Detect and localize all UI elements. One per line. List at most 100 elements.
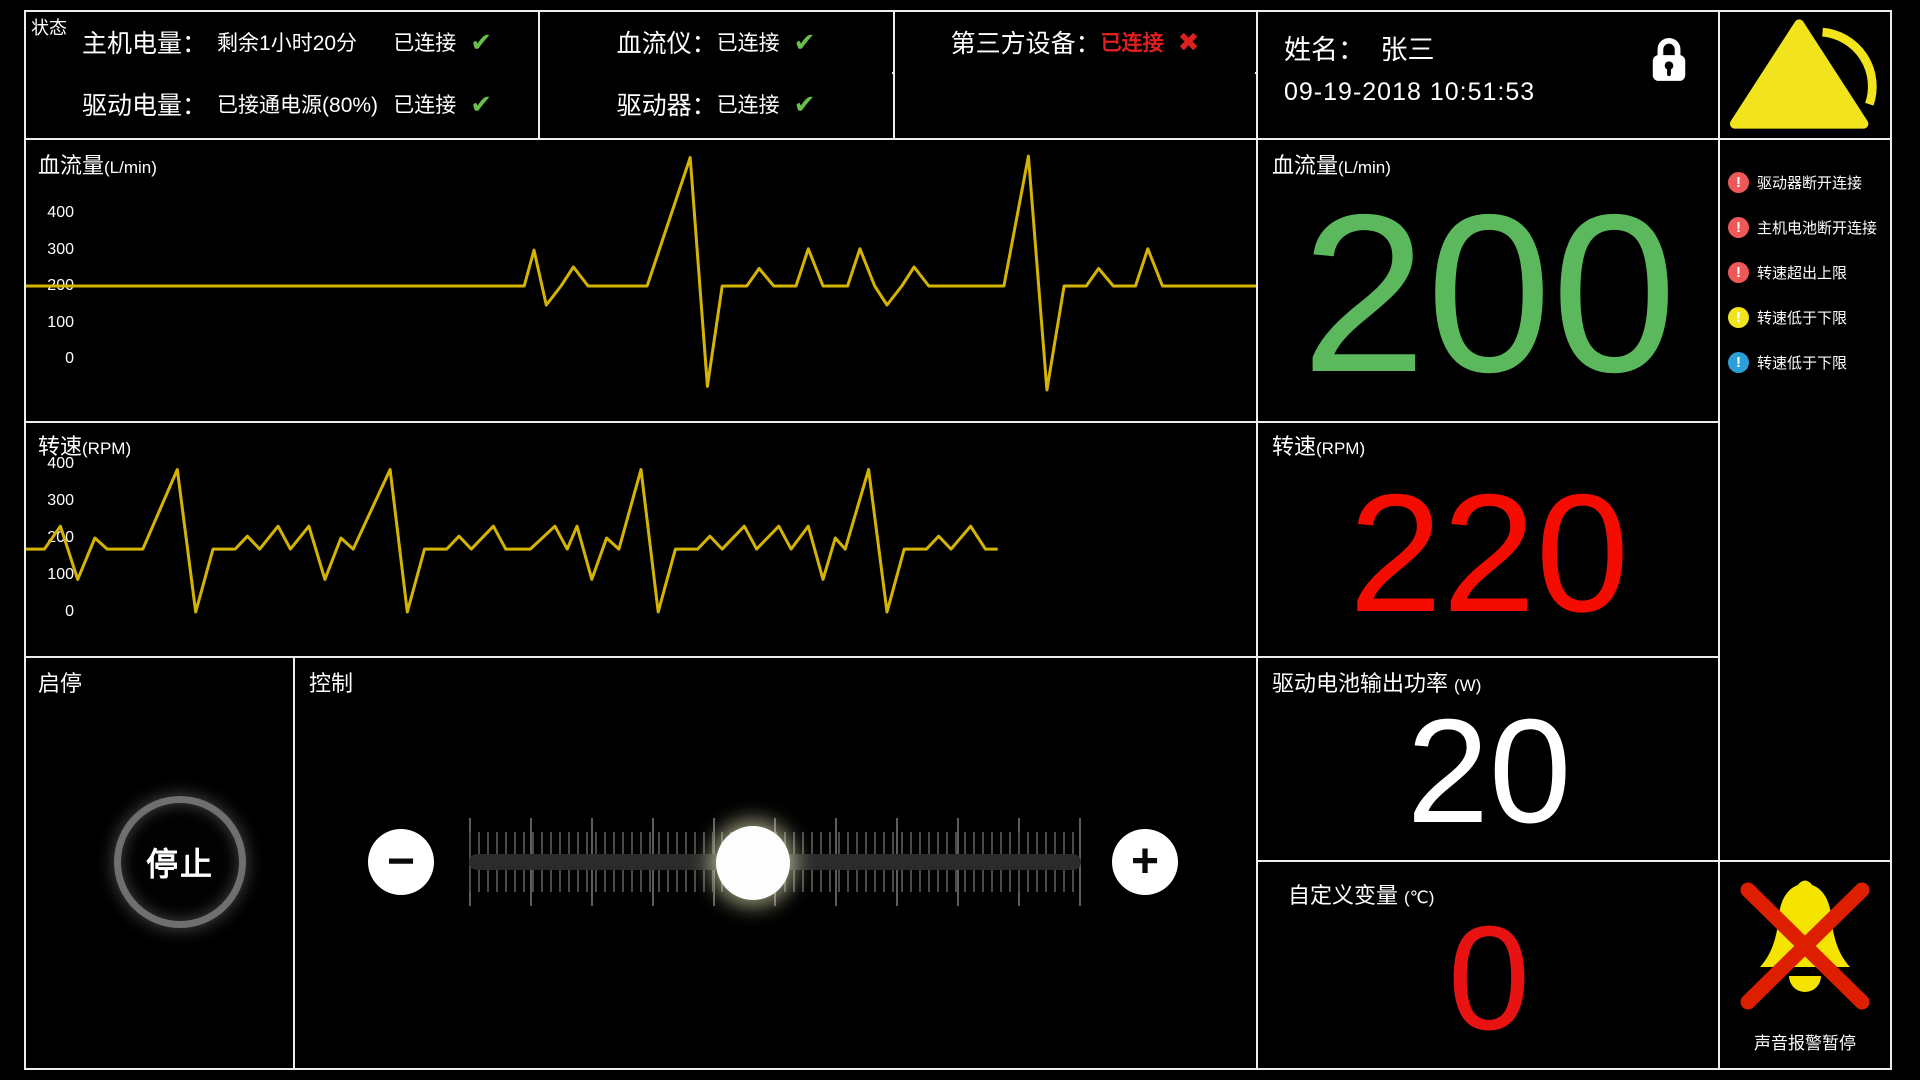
alert-text: 驱动器断开连接 bbox=[1757, 174, 1863, 192]
patient-name: 姓名： 张三 bbox=[1284, 28, 1435, 67]
custom-readout-title: 自定义变量 (℃) bbox=[1288, 878, 1434, 910]
lock-icon[interactable] bbox=[1648, 32, 1690, 89]
grid-line bbox=[1718, 10, 1720, 1070]
status-title: 状态 bbox=[31, 18, 67, 38]
custom-value: 0 bbox=[1447, 896, 1531, 1061]
mute-label: 声音报警暂停 bbox=[1754, 1034, 1856, 1053]
host-battery-label: 主机电量： bbox=[82, 30, 208, 58]
driver-conn: 已连接 bbox=[716, 94, 780, 117]
y-tick-label: 100 bbox=[47, 313, 74, 331]
check-icon: ✔ bbox=[793, 88, 816, 119]
readout-title-unit: (L/min) bbox=[1338, 158, 1391, 177]
flow-readout-panel: 血流量(L/min) 200 bbox=[1260, 142, 1718, 419]
status-panel-power: 状态 主机电量： 剩余1小时20分 已连接 ✔ 驱动电量： 已接通电源(80%)… bbox=[26, 12, 538, 138]
host-battery-conn: 已连接 bbox=[393, 32, 457, 55]
y-tick-label: 0 bbox=[65, 603, 74, 620]
chart-title-text: 转速 bbox=[38, 434, 83, 459]
chart-title-unit: (RPM) bbox=[82, 439, 132, 458]
check-icon: ✔ bbox=[793, 26, 816, 57]
readout-title-text: 转速 bbox=[1272, 434, 1317, 459]
alert-text: 主机电池断开连接 bbox=[1757, 219, 1878, 237]
grid-line bbox=[24, 656, 1720, 658]
flow-chart-panel: 血流量(L/min) 400 300 200 100 0 bbox=[26, 142, 1256, 419]
status-panel-devices: 血流仪： 已连接 ✔ 驱动器： 已连接 ✔ bbox=[540, 12, 892, 138]
grid-line bbox=[293, 658, 295, 1070]
muted-bell-icon[interactable] bbox=[1737, 870, 1873, 1020]
slider-handle[interactable] bbox=[715, 826, 790, 900]
y-tick-label: 400 bbox=[47, 455, 74, 472]
grid-line bbox=[24, 10, 1892, 12]
patient-name-value: 张三 bbox=[1380, 35, 1435, 65]
check-icon: ✔ bbox=[470, 88, 492, 119]
grid-line bbox=[24, 138, 1892, 140]
alert-item: ! 转速超出上限 bbox=[1728, 257, 1886, 287]
alert-severity-icon: ! bbox=[1728, 306, 1749, 328]
grid-line bbox=[24, 1068, 1892, 1070]
decrease-button[interactable]: − bbox=[368, 829, 434, 895]
rpm-readout-title: 转速(RPM) bbox=[1272, 429, 1365, 461]
power-readout-panel: 驱动电池输出功率 (W) 20 bbox=[1260, 660, 1718, 858]
alerts-panel: ! 驱动器断开连接 ! 主机电池断开连接 ! 转速超出上限 ! 转速低于下限 !… bbox=[1722, 142, 1888, 858]
patient-name-label: 姓名： bbox=[1284, 35, 1365, 65]
y-tick-label: 100 bbox=[47, 566, 74, 583]
grid-line bbox=[538, 10, 540, 140]
power-value: 20 bbox=[1406, 689, 1572, 854]
control-panel: 控制 − + bbox=[297, 660, 1256, 1068]
alert-severity-icon: ! bbox=[1728, 171, 1749, 193]
increase-button[interactable]: + bbox=[1112, 829, 1178, 895]
flow-waveform bbox=[26, 154, 1256, 392]
chart-title-unit: (L/min) bbox=[104, 158, 157, 177]
alert-severity-icon: ! bbox=[1728, 261, 1749, 283]
check-icon: ✔ bbox=[470, 26, 492, 57]
alert-item: ! 转速低于下限 bbox=[1728, 347, 1886, 377]
grid-line bbox=[24, 10, 26, 1070]
readout-title-unit: (RPM) bbox=[1316, 439, 1366, 458]
status-panel-third-party: 第三方设备： 已连接 ✖ bbox=[895, 12, 1255, 138]
drive-battery-value: 已接通电源(80%) bbox=[217, 94, 379, 117]
readout-title-unit: (℃) bbox=[1404, 888, 1435, 907]
patient-panel: 姓名： 张三 09-19-2018 10:51:53 bbox=[1260, 12, 1716, 138]
rpm-readout-panel: 转速(RPM) 220 bbox=[1260, 425, 1718, 654]
readout-title-text: 驱动电池输出功率 bbox=[1272, 671, 1449, 696]
rpm-value: 220 bbox=[1348, 458, 1630, 647]
alert-text: 转速低于下限 bbox=[1757, 354, 1848, 372]
control-title: 控制 bbox=[309, 671, 354, 696]
grid-line bbox=[24, 421, 1720, 423]
power-readout-title: 驱动电池输出功率 (W) bbox=[1272, 666, 1481, 698]
custom-readout-panel: 自定义变量 (℃) 0 bbox=[1260, 864, 1718, 1068]
warning-triangle-icon bbox=[1729, 19, 1877, 129]
y-tick-label: 400 bbox=[47, 204, 74, 221]
third-party-conn: 已连接 bbox=[1100, 32, 1164, 55]
host-battery-value: 剩余1小时20分 bbox=[217, 32, 358, 55]
alarm-indicator-cell bbox=[1722, 12, 1888, 138]
rpm-waveform bbox=[26, 468, 998, 614]
drive-battery-conn: 已连接 bbox=[393, 94, 457, 117]
alert-item: ! 主机电池断开连接 bbox=[1728, 212, 1886, 242]
stop-button[interactable]: 停止 bbox=[121, 803, 239, 921]
driver-label: 驱动器： bbox=[616, 92, 717, 120]
y-tick-label: 300 bbox=[47, 492, 74, 509]
alert-item: ! 转速低于下限 bbox=[1728, 302, 1886, 332]
readout-title-text: 自定义变量 bbox=[1288, 883, 1399, 908]
flow-value: 200 bbox=[1301, 167, 1677, 419]
cross-icon: ✖ bbox=[1177, 26, 1200, 57]
grid-line bbox=[1258, 860, 1892, 862]
third-party-label: 第三方设备： bbox=[950, 30, 1101, 58]
mute-panel[interactable]: 声音报警暂停 bbox=[1722, 864, 1888, 1068]
flow-meter-label: 血流仪： bbox=[616, 30, 717, 58]
y-tick-label: 0 bbox=[65, 350, 74, 367]
flow-readout-title: 血流量(L/min) bbox=[1272, 148, 1391, 180]
chart-title-text: 血流量 bbox=[38, 153, 105, 178]
readout-title-text: 血流量 bbox=[1272, 153, 1339, 178]
rpm-chart-title: 转速(RPM) bbox=[38, 429, 131, 461]
alert-severity-icon: ! bbox=[1728, 351, 1749, 373]
flow-chart-title: 血流量(L/min) bbox=[38, 148, 157, 180]
flow-meter-conn: 已连接 bbox=[716, 32, 780, 55]
y-tick-label: 300 bbox=[47, 240, 74, 258]
rpm-chart-panel: 转速(RPM) 400 300 200 100 0 bbox=[26, 425, 1256, 654]
drive-battery-label: 驱动电量： bbox=[82, 92, 208, 120]
readout-title-unit: (W) bbox=[1454, 676, 1482, 695]
alert-severity-icon: ! bbox=[1728, 216, 1749, 238]
datetime: 09-19-2018 10:51:53 bbox=[1284, 78, 1536, 106]
